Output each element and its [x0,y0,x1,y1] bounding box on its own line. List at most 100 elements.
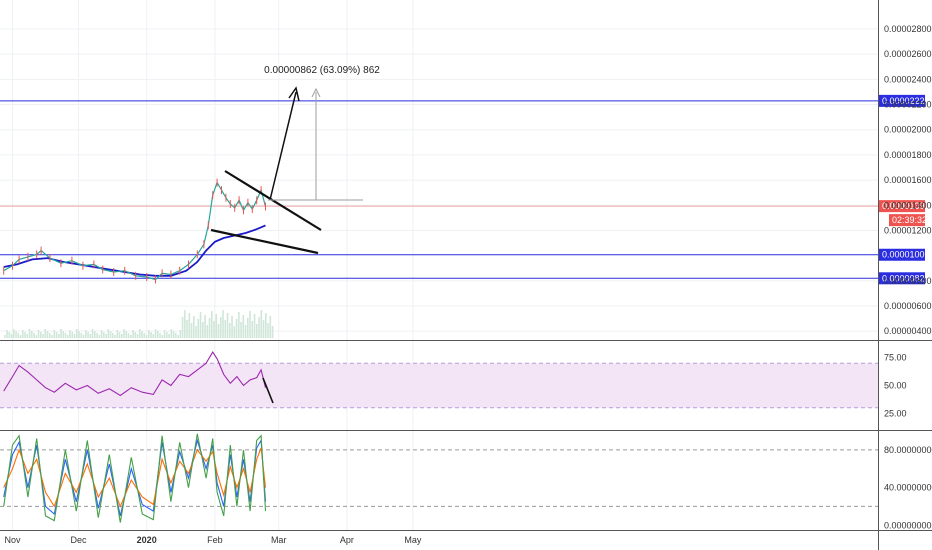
volume-bar [249,311,251,338]
volume-bar [42,334,44,338]
time-tick-label: Apr [340,535,354,545]
volume-bar [204,315,206,338]
volume-bar [179,330,182,338]
volume-bar [256,324,258,338]
volume-bar [33,333,35,338]
volume-bar [22,330,24,338]
volume-bar [224,320,227,338]
stoch-line [3,433,267,523]
current-price-tag [879,200,925,213]
volume-bar [242,315,245,338]
wedge-lower-line[interactable] [210,228,319,255]
volume-bar [226,313,229,338]
price-tick-label: 0.00002600 [884,49,932,59]
volume-bar [53,330,56,338]
price-axis[interactable]: 0.00002800 0.00002600 0.00002400 0.00002200… [884,24,932,530]
volume-bar [168,334,170,338]
drawings[interactable]: 0.00000862 (63.09%) 862 [210,65,380,255]
volume-bar [80,333,83,338]
rsi-trend-drawing[interactable] [262,377,274,404]
price-tick-label: 0.00002800 [884,24,932,34]
volume-bar [10,334,13,338]
price-tick-label: 0.00002200 [884,100,932,110]
horizontal-levels[interactable]: 0.00002229 0.00001007 0.00000820 0.00001393… [0,94,930,285]
volume-bar [96,333,98,338]
volume-bar [139,329,141,338]
price-tick-label: 0.00001600 [884,175,932,185]
price-series [3,178,274,523]
volume-bar [94,331,96,338]
rsi-line [3,351,267,397]
volume-bar [100,330,103,338]
volume-bar [211,311,213,338]
measurement-label: 0.00000862 (63.09%) 862 [264,65,380,76]
volume-bar [206,325,209,338]
volume-bar [89,334,92,338]
level-price-tag [879,94,925,107]
volume-bar [121,334,123,338]
volume-bar [152,334,155,338]
volume-bar [208,318,211,338]
stoch-tick-label: 40.00000000 [884,483,932,493]
volume-bar [240,322,242,338]
grid [0,0,878,530]
volume-bar [186,320,188,338]
volume-bar [28,329,31,338]
volume-bar [109,331,112,338]
volume-bar [6,330,8,338]
volume-bar [260,310,263,338]
countdown-text: 02:39:32 [892,215,927,225]
volume-bar [193,316,195,338]
volume-bar [69,330,71,338]
volume-bar [177,335,179,338]
volume-bar [85,330,87,338]
level-price-text: 0.00001007 [882,250,930,260]
volume-bar [197,319,200,338]
volume-bar [170,329,173,338]
volume-bar [87,332,89,338]
time-axis[interactable]: Nov Dec 2020 Feb Mar Apr May [4,535,421,545]
price-tick-label: 0.00001800 [884,150,932,160]
stoch-line [3,438,267,517]
volume-bar [269,316,272,338]
volume-bar [229,323,231,338]
volume-bar [44,329,47,338]
measure-arrow-head [311,87,321,98]
volume-bar [125,331,128,338]
volume-bar [55,332,58,338]
volume-bar [238,312,240,338]
rsi-tick-label: 25.00 [884,408,907,418]
volume-bar [67,335,69,338]
volume-bar [8,332,11,338]
volume-bar [166,332,168,338]
level-price-tag [879,272,925,285]
volume-bar [130,335,132,338]
volume-bar [46,331,49,338]
volume-bar [220,317,222,338]
volume-bar [231,316,233,338]
volume-bar [4,335,6,338]
breakout-arrow[interactable] [269,91,297,201]
stoch-tick-label: 80.00000000 [884,445,932,455]
volume-bar [244,325,247,338]
volume-bar [195,326,197,338]
volume-bar [271,326,274,338]
volume-bar [19,335,22,338]
volume-bar [62,331,65,338]
volume-bar [154,329,157,338]
volume-bar [64,333,67,338]
volume-bar [37,330,40,338]
price-tick-label: 0.00000800 [884,276,932,286]
price-tick-label: 0.00000600 [884,301,932,311]
volume-bar [265,313,267,338]
time-tick-label: 2020 [137,535,157,545]
volume-bar [76,329,78,338]
time-tick-label: May [404,535,422,545]
volume-bar [60,329,62,338]
volume-bar [235,319,238,338]
price-tick-label: 0.00001200 [884,225,932,235]
volume-bar [134,332,137,338]
volume-bar [262,320,265,338]
